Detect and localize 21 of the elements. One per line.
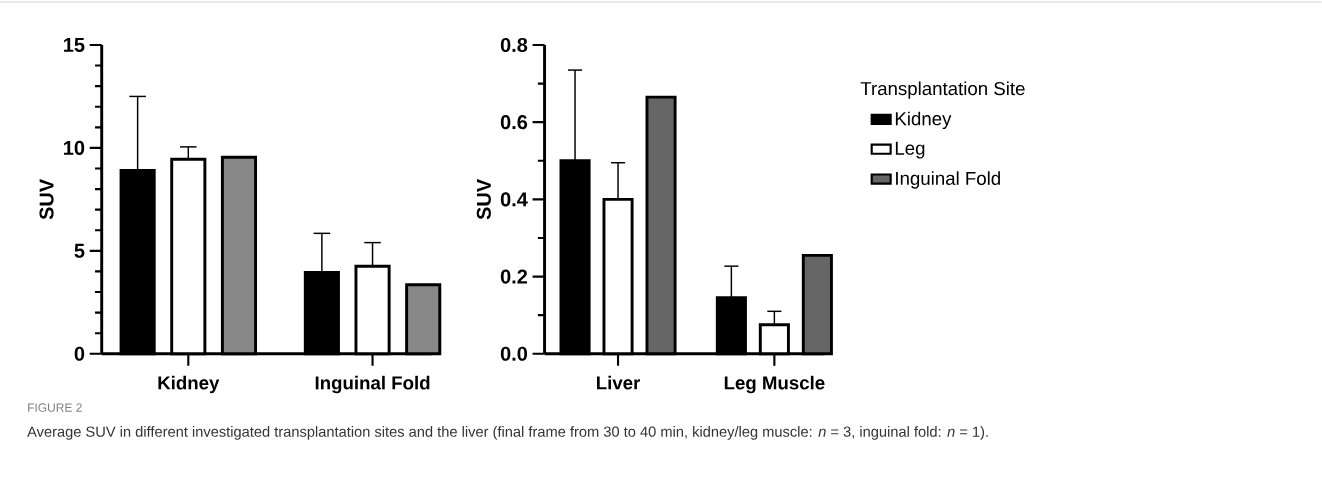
y-tick-label: 0.2 [500,269,528,284]
legend-title: Transplantation Site [860,81,1025,99]
y-tick-label: 0.4 [500,192,528,207]
legend-label: Leg [895,141,925,159]
text: Average SUV in different investigated transplantation sites and the liver (final frame from 30 to 40 min, kidney/leg muscle: n = 3, inguinal fold: n = 1). [27,426,988,440]
y-tick-label: 5 [74,244,85,258]
y-tick-label: 0.6 [500,115,528,130]
x-tick-label: Liver [597,375,641,390]
legend-label: Inguinal Fold [896,171,1000,189]
y-tick-label: 10 [64,140,85,156]
y-axis-title: SUV [476,179,491,220]
x-tick-label: Kidney [158,375,220,394]
y-tick-label: 0.8 [500,38,528,53]
caption: FIGURE 2 [28,403,82,413]
y-axis-title: SUV [39,179,54,220]
y-tick-label: 0 [74,346,85,361]
x-tick-label: Inguinal Fold [315,375,430,394]
y-tick-label: 0.0 [500,346,528,361]
x-tick-label: Leg Muscle [724,375,825,394]
y-tick-label: 15 [64,38,85,53]
legend-label: Kidney [895,111,952,130]
